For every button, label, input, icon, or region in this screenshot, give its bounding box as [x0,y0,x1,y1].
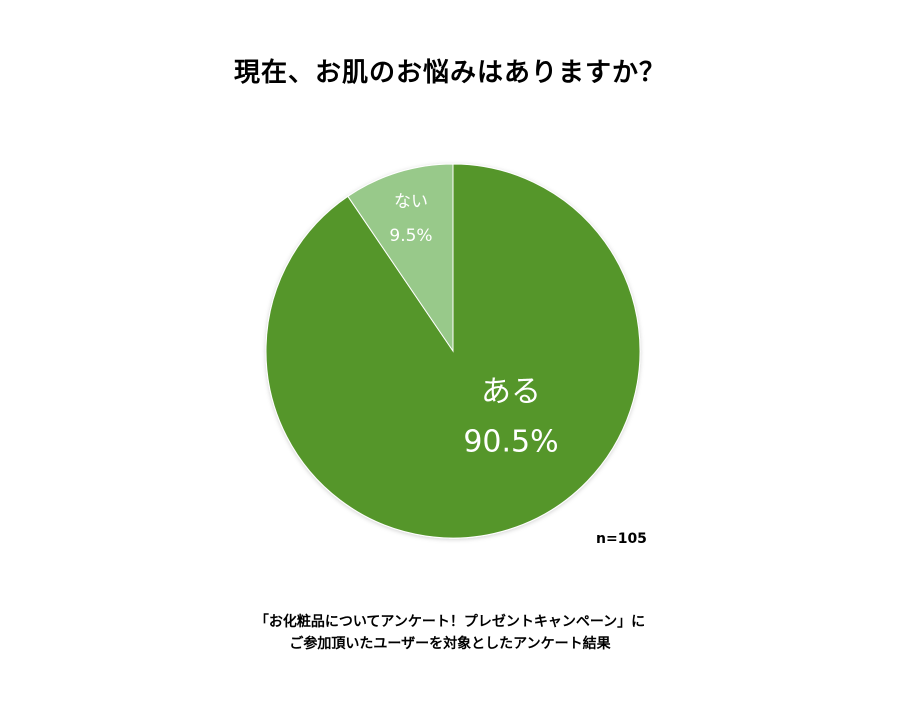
pie-labels: ある 90.5% ない 9.5% [389,192,558,460]
sample-size-label: n=105 [596,531,647,547]
source-note-line-2: ご参加頂いたユーザーを対象としたアンケート結果 [289,636,611,652]
pie-slice-2 [347,163,454,353]
slice-value-label-1: 90.5% [463,425,558,460]
chart-title: 現在、お肌のお悩みはありますか？ [233,58,666,88]
slice-value-label-2: 9.5% [389,226,432,246]
pie-slices [265,163,641,539]
source-note: 「お化粧品についてアンケート！プレゼントキャンペーン」に ご参加頂いたユーザーを… [0,611,900,655]
slice-label-2: ない [394,192,428,212]
source-note-line-1: 「お化粧品についてアンケート！プレゼントキャンペーン」に [254,614,646,630]
slice-label-1: ある [481,375,541,410]
